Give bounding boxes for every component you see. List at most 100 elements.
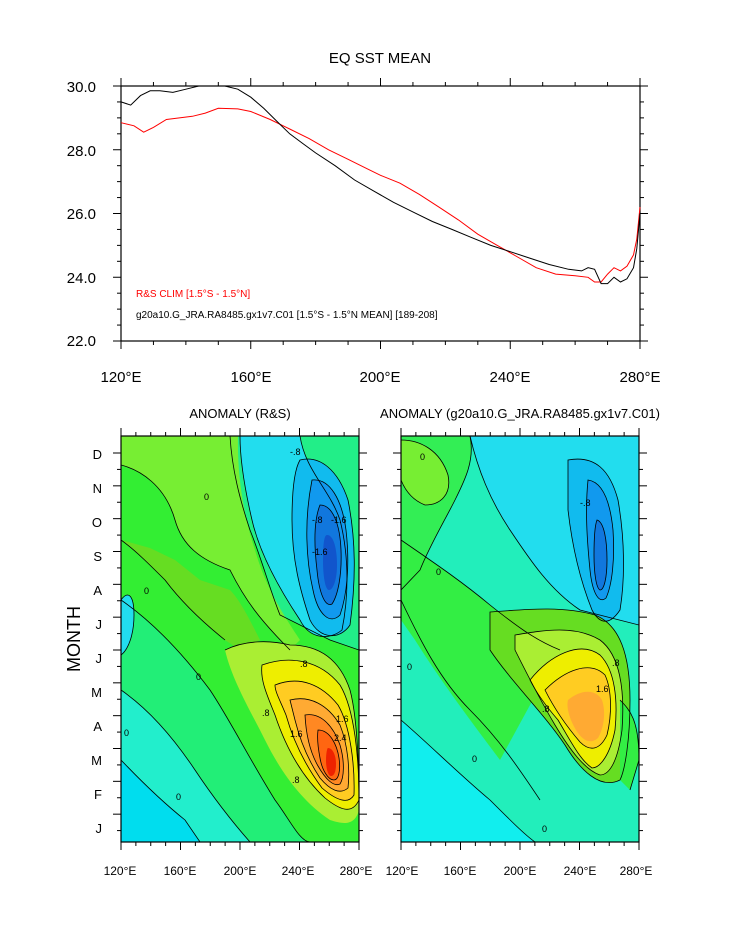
contour-label: .8 <box>300 659 308 669</box>
anomaly-rs-title: ANOMALY (R&S) <box>189 406 290 421</box>
contour-label: 0 <box>407 662 412 672</box>
contour-label: .8 <box>542 704 550 714</box>
contour-line <box>489 608 631 783</box>
month-tick-label: J <box>96 651 103 666</box>
lon-tick-label: 280°E <box>620 864 653 878</box>
contour-line <box>239 436 348 637</box>
contour-line <box>401 436 472 591</box>
y-tick-label: 26.0 <box>67 206 96 223</box>
line-chart-frame <box>120 85 641 342</box>
contour-region <box>121 595 134 655</box>
contour-label: -1.6 <box>312 547 328 557</box>
lon-tick-label: 240°E <box>564 864 597 878</box>
anomaly-rs-panel: ANOMALY (R&S) <box>64 406 372 878</box>
anomaly-rs-lon-labels: 120°E 160°E 200°E 240°E 280°E <box>104 864 373 878</box>
lon-tick-label: 200°E <box>504 864 537 878</box>
contour-label: 1.6 <box>290 729 303 739</box>
lon-tick-label: 120°E <box>386 864 419 878</box>
contour-line <box>121 594 135 656</box>
contour-line <box>514 629 624 776</box>
month-tick-label: F <box>94 787 102 802</box>
month-tick-label: M <box>91 753 102 768</box>
line-chart-ticks <box>113 78 648 349</box>
line-chart: EQ SST MEAN 30.0 28.0 26.0 24.0 22.0 120… <box>67 50 661 386</box>
contour-line <box>121 599 311 842</box>
contour-label: 0 <box>420 452 425 462</box>
contour-line <box>544 667 611 749</box>
contour-label: -.8 <box>580 498 591 508</box>
series-line-model-mean <box>120 85 641 285</box>
y-tick-label: 24.0 <box>67 270 96 287</box>
anomaly-model-field: -.8 0 0 0 0 0 .8 .8 1.6 <box>401 436 639 842</box>
lon-tick-label: 160°E <box>164 864 197 878</box>
contour-line <box>401 539 561 651</box>
anomaly-model-title: ANOMALY (g20a10.G_JRA.RA8485.gx1v7.C01) <box>380 406 660 421</box>
contour-label: 0 <box>176 792 181 802</box>
contour-region <box>401 540 560 760</box>
month-tick-label: O <box>92 515 102 530</box>
x-tick-label: 200°E <box>359 369 400 386</box>
contour-label: .8 <box>612 658 620 668</box>
contour-label: 0 <box>436 567 441 577</box>
contour-label: 1.6 <box>336 714 349 724</box>
contour-line <box>529 648 617 769</box>
line-series-group <box>120 85 641 285</box>
contour-region <box>323 535 337 590</box>
lon-tick-label: 240°E <box>282 864 315 878</box>
line-chart-title: EQ SST MEAN <box>329 50 431 67</box>
month-tick-label: A <box>93 719 102 734</box>
contour-line <box>224 641 359 811</box>
contour-label: 1.6 <box>596 684 609 694</box>
contour-line <box>274 680 355 801</box>
contour-line <box>314 504 342 605</box>
contour-label: 0 <box>124 728 129 738</box>
contour-line <box>291 458 355 637</box>
contour-line <box>317 729 341 781</box>
contour-line <box>304 714 344 786</box>
contour-label: -.8 <box>312 515 323 525</box>
contour-labels: -.8 -.8 -1.6 -1.6 0 0 0 0 0 .8 .8 .8 1.6… <box>124 447 349 802</box>
contour-line <box>306 479 349 620</box>
anomaly-rs-field: -.8 -.8 -1.6 -1.6 0 0 0 0 0 .8 .8 .8 1.6… <box>121 436 359 842</box>
contour-region <box>594 520 607 590</box>
x-tick-label: 240°E <box>489 369 530 386</box>
month-axis-label: MONTH <box>64 606 84 672</box>
x-tick-label: 280°E <box>619 369 660 386</box>
contour-label: -.8 <box>290 447 301 457</box>
contour-line <box>121 689 251 842</box>
contour-line <box>229 436 359 651</box>
contour-line <box>121 759 201 842</box>
lon-tick-label: 120°E <box>104 864 137 878</box>
y-tick-label: 22.0 <box>67 333 96 350</box>
contour-label: -1.6 <box>331 515 347 525</box>
month-tick-label: N <box>93 481 102 496</box>
lon-tick-label: 160°E <box>444 864 477 878</box>
anomaly-model-panel: ANOMALY (g20a10.G_JRA.RA8485.gx1v7.C01) <box>380 406 660 878</box>
contour-lines <box>121 436 359 842</box>
contour-region <box>121 540 260 650</box>
anomaly-model-ticks <box>393 428 647 850</box>
contour-region <box>121 436 300 650</box>
legend-entry-rs: R&S CLIM [1.5°S - 1.5°N] <box>136 289 250 300</box>
legend-entry-model: g20a10.G_JRA.RA8485.gx1v7.C01 [1.5°S - 1… <box>136 310 438 321</box>
contour-line <box>289 698 350 792</box>
contour-label: 0 <box>472 754 477 764</box>
contour-label: 2.4 <box>334 733 347 743</box>
contour-region <box>401 440 449 505</box>
line-chart-tick-labels: 30.0 28.0 26.0 24.0 22.0 120°E 160°E 200… <box>67 79 661 386</box>
contour-label: 0 <box>542 824 547 834</box>
contour-line <box>121 539 226 641</box>
anomaly-model-lon-labels: 120°E 160°E 200°E 240°E 280°E <box>386 864 653 878</box>
contour-line <box>593 519 608 591</box>
lon-tick-label: 200°E <box>224 864 257 878</box>
contour-line <box>401 719 536 842</box>
lon-tick-label: 280°E <box>340 864 373 878</box>
contour-lines <box>401 436 639 842</box>
contour-line <box>401 599 541 801</box>
x-tick-label: 120°E <box>100 369 141 386</box>
contour-label: .8 <box>262 708 270 718</box>
contour-label: 0 <box>144 586 149 596</box>
month-tick-label: J <box>96 617 103 632</box>
x-tick-label: 160°E <box>230 369 271 386</box>
